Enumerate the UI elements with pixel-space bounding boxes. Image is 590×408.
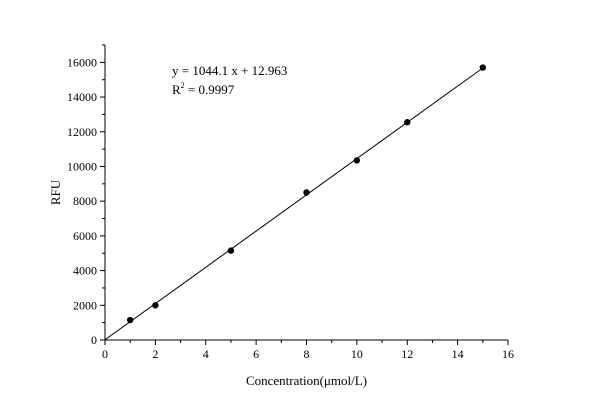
r-squared: R2 = 0.9997 — [172, 81, 235, 97]
y-tick-label: 14000 — [67, 90, 97, 104]
y-axis-title: RFU — [48, 179, 63, 205]
y-tick-label: 0 — [91, 333, 97, 347]
x-tick-label: 12 — [401, 347, 413, 361]
data-point — [152, 302, 159, 309]
data-point — [126, 316, 134, 324]
y-tick-label: 2000 — [73, 298, 97, 312]
data-point — [479, 64, 487, 71]
y-tick-label: 4000 — [73, 264, 97, 278]
r-squared-exponent: 2 — [181, 81, 185, 90]
fit-equation: y = 1044.1 x + 12.963 — [172, 63, 287, 78]
points-layer — [126, 64, 487, 324]
x-tick-label: 8 — [304, 347, 310, 361]
x-tick-label: 14 — [452, 347, 464, 361]
x-tick-label: 0 — [102, 347, 108, 361]
x-tick-label: 10 — [351, 347, 363, 361]
r-squared-base: R — [172, 82, 181, 97]
ticks-layer: 0 2 4 6 8 10 12 14 16 0 2000 4000 6000 8000 10000 12000… — [67, 44, 514, 361]
x-tick-label: 6 — [253, 347, 259, 361]
data-point — [227, 247, 235, 254]
y-tick-label: 6000 — [73, 229, 97, 243]
y-tick-label: 16000 — [67, 55, 97, 69]
fit-line — [104, 67, 484, 341]
x-axis-title: Concentration(μmol/L) — [246, 373, 367, 388]
data-point — [303, 189, 310, 196]
x-tick-label: 16 — [502, 347, 514, 361]
x-tick-label: 2 — [152, 347, 158, 361]
y-tick-label: 12000 — [67, 125, 97, 139]
data-point — [353, 157, 361, 164]
data-point — [404, 119, 411, 126]
y-tick-label: 8000 — [73, 194, 97, 208]
x-tick-label: 4 — [203, 347, 209, 361]
y-tick-label: 10000 — [67, 159, 97, 173]
r-squared-value: = 0.9997 — [185, 82, 235, 97]
